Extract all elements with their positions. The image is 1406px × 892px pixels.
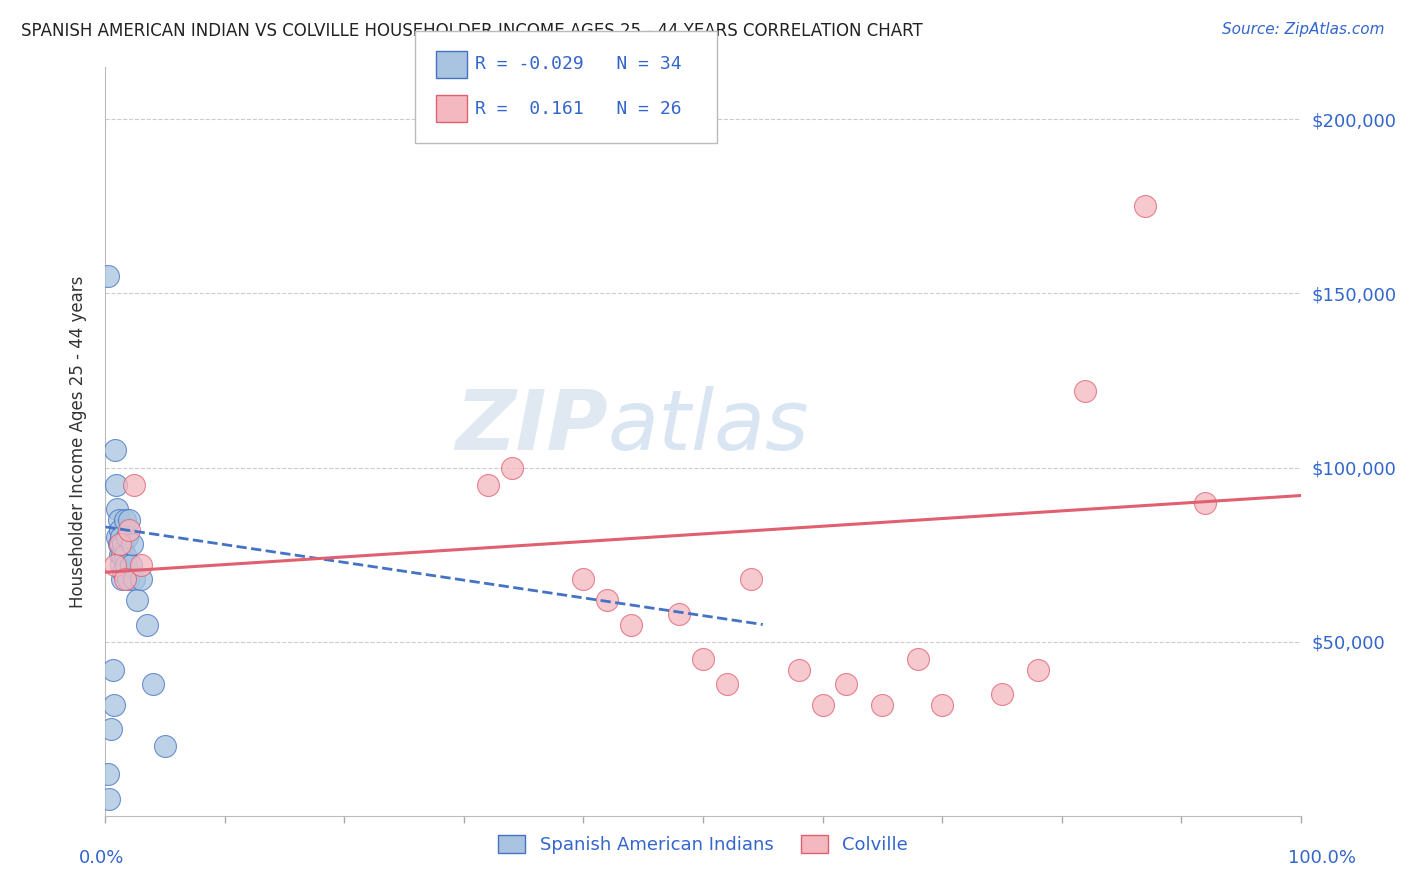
Point — [108, 548, 131, 562]
Point — [572, 572, 595, 586]
Point — [668, 607, 690, 621]
Point — [112, 566, 135, 580]
Point — [112, 537, 135, 551]
Point — [108, 537, 131, 551]
Point — [117, 572, 139, 586]
Point — [110, 530, 132, 544]
Point — [872, 698, 894, 712]
Point — [114, 558, 136, 573]
Point — [142, 677, 165, 691]
Point — [115, 530, 138, 544]
Point — [107, 502, 129, 516]
Point — [107, 537, 129, 551]
Point — [477, 478, 499, 492]
Point — [105, 478, 128, 492]
Point — [103, 698, 125, 712]
Point — [104, 443, 127, 458]
Point — [620, 617, 643, 632]
Point — [501, 460, 523, 475]
Point — [125, 593, 148, 607]
Point — [1026, 663, 1049, 677]
Point — [990, 687, 1012, 701]
Point — [98, 791, 121, 805]
Text: R =  0.161   N = 26: R = 0.161 N = 26 — [475, 100, 682, 118]
Point — [101, 663, 124, 677]
Point — [114, 572, 136, 586]
Point — [129, 572, 153, 586]
Point — [907, 652, 929, 666]
Point — [1133, 199, 1156, 213]
Point — [122, 572, 145, 586]
Point — [692, 652, 714, 666]
Point — [107, 530, 129, 544]
Point — [118, 513, 141, 527]
Point — [118, 524, 141, 538]
Point — [121, 537, 143, 551]
Point — [153, 739, 177, 754]
Text: ZIP: ZIP — [454, 386, 607, 467]
Point — [740, 572, 762, 586]
Point — [111, 548, 134, 562]
Point — [716, 677, 738, 691]
Point — [97, 767, 120, 781]
Point — [107, 513, 129, 527]
Text: 0.0%: 0.0% — [79, 849, 124, 867]
Point — [1194, 495, 1216, 509]
Point — [100, 722, 122, 736]
Point — [129, 558, 153, 573]
Point — [931, 698, 953, 712]
Text: atlas: atlas — [607, 386, 808, 467]
Point — [1074, 384, 1097, 398]
Point — [596, 593, 619, 607]
Text: SPANISH AMERICAN INDIAN VS COLVILLE HOUSEHOLDER INCOME AGES 25 - 44 YEARS CORREL: SPANISH AMERICAN INDIAN VS COLVILLE HOUS… — [21, 22, 922, 40]
Point — [111, 572, 134, 586]
Point — [108, 524, 131, 538]
Point — [811, 698, 834, 712]
Point — [835, 677, 858, 691]
Point — [114, 513, 136, 527]
Point — [136, 617, 159, 632]
Point — [110, 558, 132, 573]
Point — [104, 558, 127, 573]
Y-axis label: Householder Income Ages 25 - 44 years: Householder Income Ages 25 - 44 years — [69, 276, 87, 607]
Text: R = -0.029   N = 34: R = -0.029 N = 34 — [475, 55, 682, 73]
Text: 100.0%: 100.0% — [1288, 849, 1355, 867]
Legend: Spanish American Indians, Colville: Spanish American Indians, Colville — [489, 826, 917, 863]
Point — [787, 663, 810, 677]
Point — [120, 558, 142, 573]
Point — [122, 478, 145, 492]
Point — [97, 268, 120, 283]
Point — [114, 548, 136, 562]
Text: Source: ZipAtlas.com: Source: ZipAtlas.com — [1222, 22, 1385, 37]
